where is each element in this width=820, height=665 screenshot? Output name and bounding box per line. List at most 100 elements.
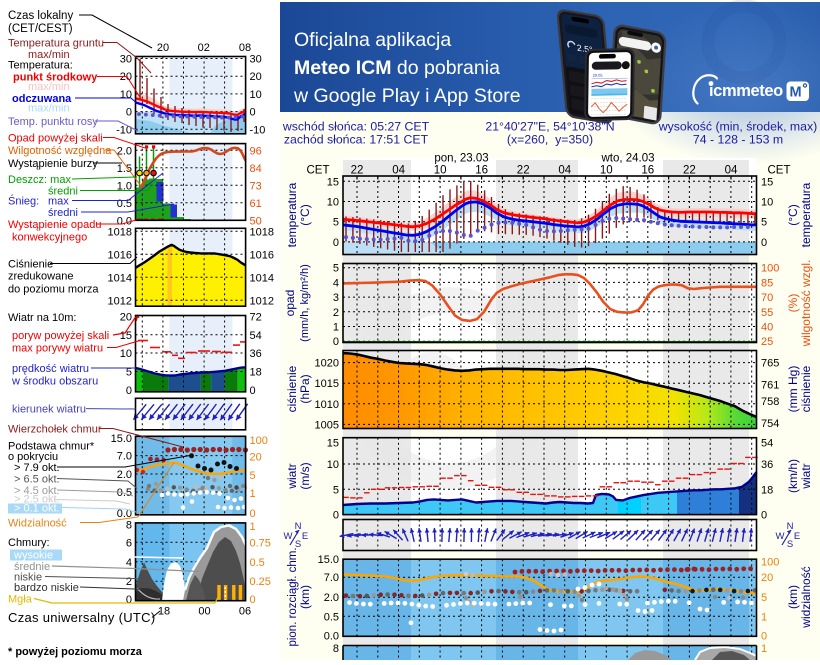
svg-text:0: 0 [250, 385, 256, 397]
svg-text:0: 0 [250, 107, 256, 119]
svg-text:06: 06 [239, 606, 251, 618]
svg-text:25: 25 [761, 336, 773, 348]
svg-text:0: 0 [250, 508, 256, 520]
svg-text:(mm Hg): (mm Hg) [786, 366, 800, 413]
svg-text:widzialność: widzialność [799, 566, 813, 628]
svg-text:Czas lokalny: Czas lokalny [8, 10, 73, 22]
svg-text:7.0: 7.0 [324, 572, 339, 584]
svg-text:wiatr: wiatr [285, 463, 299, 489]
svg-text:20: 20 [250, 71, 262, 83]
svg-text:754: 754 [761, 418, 779, 430]
svg-text:0: 0 [761, 237, 767, 249]
svg-text:> 7.9 okt.: > 7.9 okt. [14, 462, 60, 474]
svg-text:21°40'27"E, 54°10'38"N: 21°40'27"E, 54°10'38"N [485, 120, 614, 134]
svg-text:16: 16 [641, 165, 654, 177]
svg-text:15: 15 [761, 176, 773, 188]
svg-text:do poziomu morza: do poziomu morza [8, 284, 99, 296]
svg-text:CET: CET [768, 165, 791, 177]
svg-text:96: 96 [250, 145, 262, 157]
svg-text:w Google Play i App Store: w Google Play i App Store [293, 85, 521, 107]
svg-text:04: 04 [558, 165, 571, 177]
svg-text:73: 73 [250, 180, 262, 192]
svg-text:22: 22 [517, 165, 530, 177]
svg-text:W: W [284, 531, 293, 542]
svg-text:(km): (km) [786, 585, 800, 609]
svg-text:00: 00 [198, 606, 210, 618]
svg-text:CET: CET [307, 165, 330, 177]
svg-text:Wierzchołek chmur: Wierzchołek chmur [8, 424, 102, 436]
svg-text:2.0: 2.0 [324, 592, 339, 604]
svg-text:wilgotność wzgl.: wilgotność wzgl. [799, 260, 813, 348]
svg-text:10: 10 [600, 165, 613, 177]
svg-text:758: 758 [761, 396, 779, 408]
svg-text:0: 0 [333, 336, 339, 348]
svg-text:prędkość wiatru: prędkość wiatru [12, 363, 89, 375]
svg-text:E: E [302, 531, 308, 542]
svg-text:5: 5 [761, 592, 767, 604]
svg-text:22: 22 [351, 165, 364, 177]
svg-text:(mm/h, kg/m²/h): (mm/h, kg/m²/h) [299, 264, 311, 342]
svg-text:18: 18 [250, 367, 262, 379]
svg-text:bardzo niskie: bardzo niskie [14, 582, 79, 594]
svg-text:10: 10 [434, 165, 447, 177]
svg-text:W: W [776, 531, 785, 542]
svg-text:72: 72 [250, 312, 262, 324]
svg-text:max/min: max/min [28, 103, 70, 115]
svg-text:0: 0 [333, 510, 339, 522]
svg-text:4: 4 [126, 557, 132, 569]
svg-text:36: 36 [250, 348, 262, 360]
svg-text:1015: 1015 [315, 378, 339, 390]
svg-text:04: 04 [725, 165, 738, 177]
svg-text:(°C): (°C) [786, 204, 800, 225]
svg-text:-10: -10 [250, 124, 266, 136]
svg-text:opad: opad [283, 290, 297, 317]
svg-text:(km): (km) [298, 585, 312, 609]
svg-text:2.0: 2.0 [117, 145, 132, 157]
svg-text:1: 1 [761, 643, 767, 655]
svg-text:0.25: 0.25 [250, 576, 271, 588]
svg-text:7.0: 7.0 [117, 451, 132, 463]
svg-text:85: 85 [761, 277, 773, 289]
svg-text:pon, 23.03: pon, 23.03 [434, 153, 488, 165]
svg-text:Meteo ICM do pobrania: Meteo ICM do pobrania [294, 57, 500, 79]
svg-text:74 - 128 - 153 m: 74 - 128 - 153 m [693, 133, 783, 147]
svg-text:(hPa): (hPa) [298, 374, 312, 403]
svg-text:70: 70 [761, 292, 773, 304]
svg-text:30: 30 [120, 54, 132, 66]
svg-text:1: 1 [250, 521, 256, 533]
svg-text:0: 0 [126, 107, 132, 119]
svg-text:0: 0 [761, 630, 767, 642]
svg-text:średni: średni [48, 207, 78, 219]
svg-text:100: 100 [761, 263, 779, 275]
svg-text:Wystąpienie burzy: Wystąpienie burzy [8, 158, 98, 170]
svg-text:8: 8 [333, 643, 339, 655]
svg-text:2: 2 [333, 307, 339, 319]
svg-text:8: 8 [126, 519, 132, 531]
svg-text:max porywy wiatru: max porywy wiatru [12, 343, 103, 355]
svg-text:0: 0 [126, 385, 132, 397]
svg-text:> 6.5 okt.: > 6.5 okt. [14, 474, 60, 486]
svg-text:temperatura: temperatura [799, 182, 813, 247]
svg-text:04: 04 [392, 165, 405, 177]
svg-text:poryw powyżej skali: poryw powyżej skali [12, 330, 109, 342]
svg-text:29.05: 29.05 [593, 73, 604, 78]
svg-text:100: 100 [761, 557, 779, 569]
svg-text:1005: 1005 [315, 419, 339, 431]
svg-text:30: 30 [250, 54, 262, 66]
svg-text:1020: 1020 [315, 358, 339, 370]
svg-text:0.0: 0.0 [324, 630, 339, 642]
svg-text:Temperatura gruntu: Temperatura gruntu [8, 38, 104, 50]
svg-text:(%): (%) [786, 294, 800, 313]
svg-text:84: 84 [250, 163, 262, 175]
svg-text:10: 10 [761, 197, 773, 209]
svg-text:kierunek wiatru: kierunek wiatru [12, 404, 86, 416]
svg-text:1014: 1014 [108, 272, 132, 284]
svg-text:Oficjalna aplikacja: Oficjalna aplikacja [294, 29, 451, 51]
svg-text:0: 0 [333, 237, 339, 249]
svg-text:0.5: 0.5 [324, 611, 339, 623]
svg-text:1016: 1016 [250, 249, 274, 261]
svg-text:100: 100 [250, 435, 268, 447]
svg-text:5: 5 [333, 484, 339, 496]
svg-text:2.0: 2.0 [117, 469, 132, 481]
svg-text:0: 0 [761, 510, 767, 522]
